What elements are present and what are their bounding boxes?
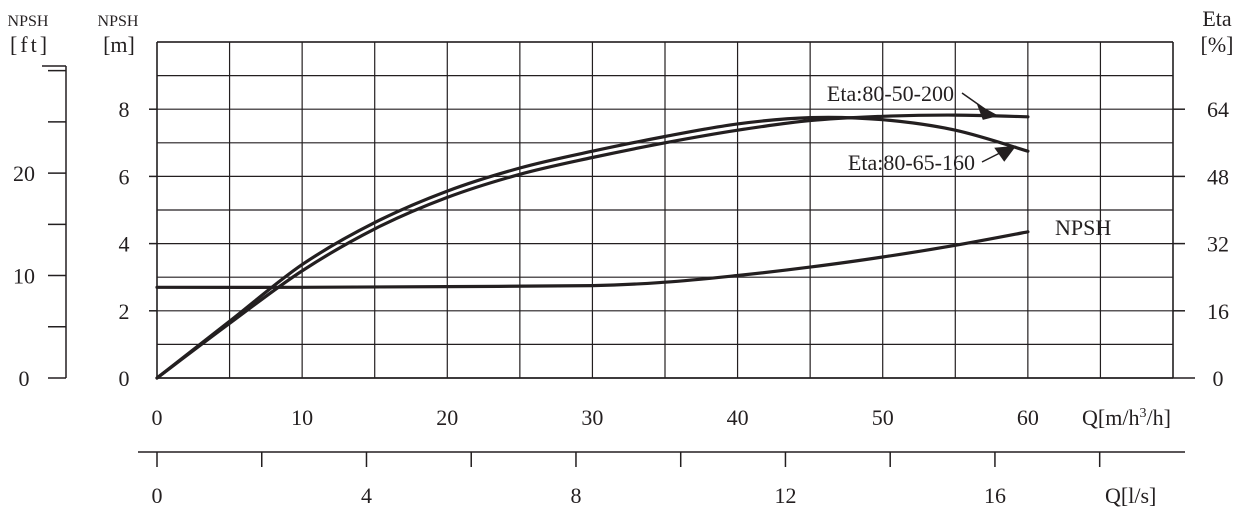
x-tick-label: 50	[872, 405, 894, 430]
y-right-unit: [%]	[1201, 32, 1234, 57]
y-right-tick-label: 32	[1207, 232, 1229, 257]
arrowhead-eta-80-50-200	[976, 103, 999, 120]
x-tick-label: 40	[727, 405, 749, 430]
y-left2-tick-label: 20	[13, 161, 35, 186]
x2-tick-label: 16	[984, 483, 1006, 508]
x2-tick-label: 4	[361, 483, 372, 508]
y-right-tick-label: 16	[1207, 299, 1229, 324]
y-right-tick-label: 48	[1207, 164, 1229, 189]
y-left2-tick-label: 10	[13, 264, 35, 289]
x2-tick-label: 12	[774, 483, 796, 508]
label-npsh-series: NPSH	[1055, 215, 1111, 240]
label-eta-80-50-200: Eta:80-50-200	[827, 81, 954, 106]
y-left-tick-label: 4	[119, 232, 130, 257]
y-right-tick-label: 64	[1207, 97, 1229, 122]
y-left-tick-label: 6	[119, 164, 130, 189]
y-left-unit: [m]	[103, 32, 135, 57]
y-left-tick-label: 0	[119, 366, 130, 391]
x-axis-title: Q[m/h3/h]	[1082, 405, 1171, 430]
series-line-eta-80-65-160	[155, 115, 1030, 380]
axes	[42, 41, 1195, 467]
x2-axis-title: Q[l/s]	[1105, 483, 1156, 508]
x-tick-label: 60	[1017, 405, 1039, 430]
labels: 0 10 20 30 40 50 600 4 8 12 160246801632486401020N…	[8, 6, 1234, 508]
series-line-eta-80-50-200	[155, 113, 1030, 380]
series-line-npsh	[155, 230, 1030, 289]
y-left-title: NPSH	[98, 13, 139, 30]
x-axis-unit-superscript: 3	[1139, 406, 1146, 421]
grid	[156, 41, 1174, 378]
x-tick-label: 20	[436, 405, 458, 430]
y-left2-unit: [ft]	[10, 32, 50, 57]
y-right-title: Eta	[1202, 6, 1232, 31]
label-eta-80-65-160: Eta:80-65-160	[848, 150, 975, 175]
x-tick-label: 30	[581, 405, 603, 430]
x-tick-label: 0	[152, 405, 163, 430]
series	[155, 92, 1030, 380]
x-tick-label: 10	[291, 405, 313, 430]
x2-tick-label: 8	[570, 483, 581, 508]
y-left2-title: NPSH	[8, 13, 49, 30]
y-left-tick-label: 2	[119, 299, 130, 324]
y-left2-tick-label: 0	[19, 366, 30, 391]
x-axis-unit-rest: /h]	[1146, 405, 1170, 430]
y-right-tick-label: 0	[1213, 366, 1224, 391]
y-left-tick-label: 8	[119, 97, 130, 122]
x2-tick-label: 0	[152, 483, 163, 508]
arrowhead-eta-80-65-160	[994, 145, 1017, 162]
